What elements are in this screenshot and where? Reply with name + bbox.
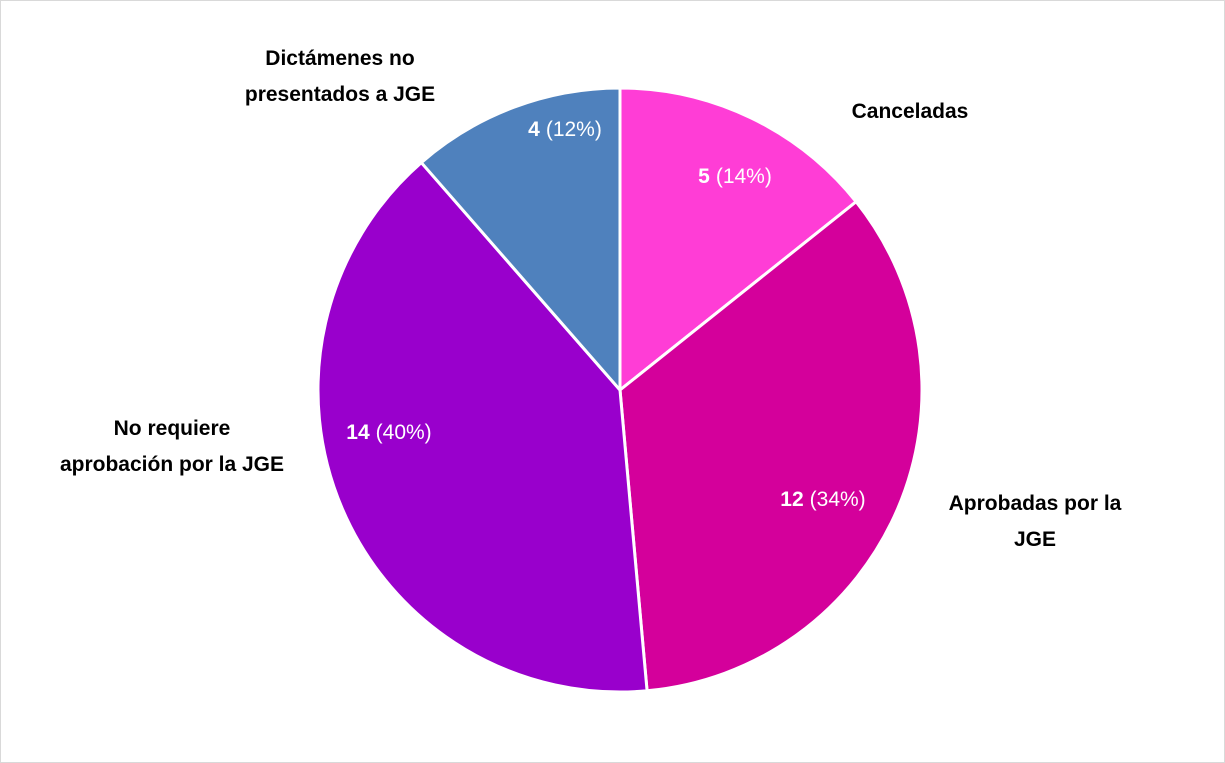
category-label: Canceladas <box>851 100 969 123</box>
category-label: Dictámenes no presentados a JGE <box>244 47 436 106</box>
value-number: 12 <box>780 488 803 511</box>
value-percent: (40%) <box>376 421 432 444</box>
value-number: 5 <box>698 165 710 188</box>
pie-slice <box>419 86 622 394</box>
pie-slice <box>618 199 924 693</box>
value-label: 14 (40%) <box>346 421 431 444</box>
value-number: 14 <box>346 421 370 444</box>
value-label: 5 (14%) <box>698 165 772 188</box>
category-label: Aprobadas por la JGE <box>948 492 1122 551</box>
value-percent: (12%) <box>546 118 602 141</box>
value-percent: (34%) <box>810 488 866 511</box>
pie-slice <box>316 160 649 694</box>
pie-slice <box>618 86 859 394</box>
value-percent: (14%) <box>716 165 772 188</box>
value-label: 4 (12%) <box>528 118 602 141</box>
value-label: 12 (34%) <box>780 488 865 511</box>
value-number: 4 <box>528 118 540 141</box>
category-label: No requiere aprobación por la JGE <box>59 417 285 476</box>
